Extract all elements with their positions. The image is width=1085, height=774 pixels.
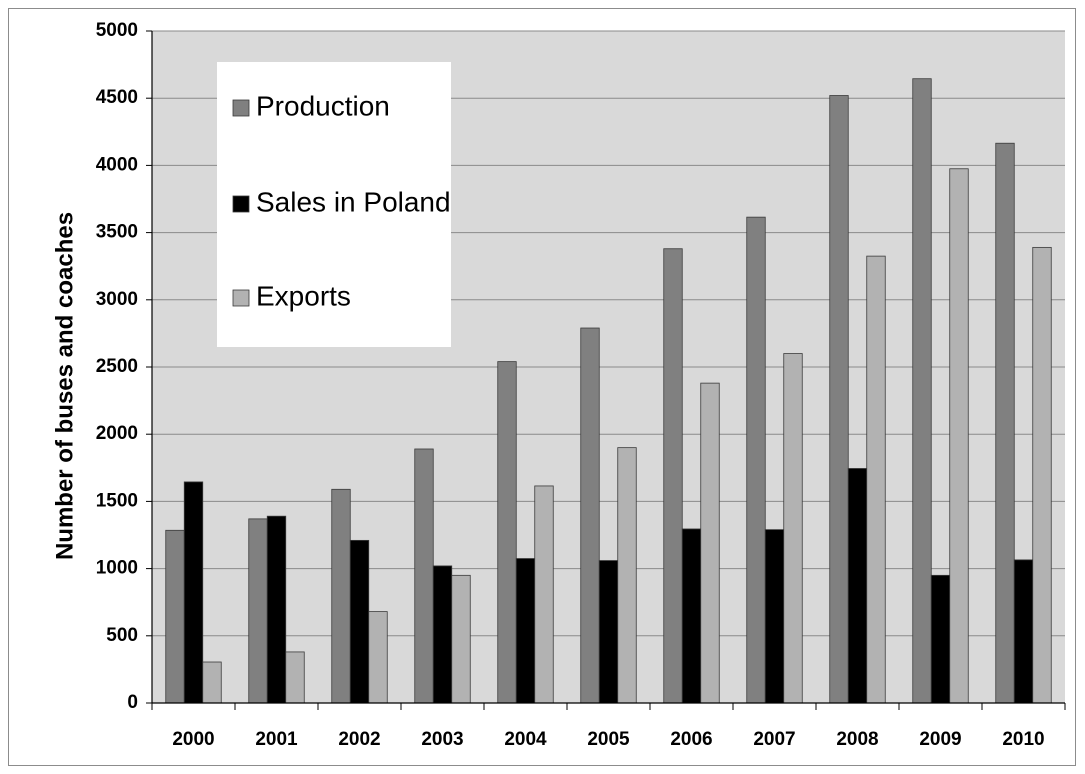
bar-production-2009 xyxy=(912,78,932,704)
bar-production-2006 xyxy=(663,248,683,704)
y-tick-label: 3500 xyxy=(96,222,138,243)
y-tick-label: 5000 xyxy=(96,20,138,41)
bar-production-2007 xyxy=(746,216,766,704)
y-tick-label: 0 xyxy=(127,692,138,713)
y-tick-label: 4000 xyxy=(96,154,138,175)
bar-sales-in-poland-2002 xyxy=(349,539,370,704)
legend-box xyxy=(217,62,451,347)
x-tick-label: 2006 xyxy=(670,729,712,750)
x-tick-label: 2010 xyxy=(1002,729,1044,750)
bar-exports-2006 xyxy=(700,382,720,704)
bar-production-2000 xyxy=(165,529,185,704)
legend-swatch-exports xyxy=(232,289,250,307)
x-tick-label: 2009 xyxy=(919,729,961,750)
y-tick-label: 3000 xyxy=(96,289,138,310)
bar-exports-2010 xyxy=(1032,246,1052,704)
bar-sales-in-poland-2004 xyxy=(515,558,536,704)
bar-sales-in-poland-2006 xyxy=(681,528,702,704)
bar-exports-2007 xyxy=(783,353,803,704)
bar-exports-2000 xyxy=(202,661,222,704)
bar-sales-in-poland-2009 xyxy=(930,574,951,704)
bar-production-2001 xyxy=(248,518,268,704)
x-tick-label: 2003 xyxy=(421,729,463,750)
bar-sales-in-poland-2000 xyxy=(183,481,204,704)
bar-production-2004 xyxy=(497,361,517,704)
bar-sales-in-poland-2003 xyxy=(432,565,453,704)
y-tick-label: 1000 xyxy=(96,558,138,579)
x-tick-label: 2007 xyxy=(753,729,795,750)
y-tick-label: 2500 xyxy=(96,356,138,377)
bar-exports-2003 xyxy=(451,574,471,704)
bar-sales-in-poland-2010 xyxy=(1013,559,1034,704)
y-tick-label: 2000 xyxy=(96,423,138,444)
x-tick-label: 2005 xyxy=(587,729,630,750)
chart-frame xyxy=(8,8,1076,766)
legend-label-exports: Exports xyxy=(256,280,351,311)
x-tick-label: 2001 xyxy=(255,729,298,750)
legend-label-sales-in-poland: Sales in Poland xyxy=(256,186,451,217)
y-tick-label: 1500 xyxy=(96,490,138,511)
bar-exports-2002 xyxy=(368,611,388,704)
y-axis-title: Number of buses and coaches xyxy=(51,212,78,560)
bar-sales-in-poland-2005 xyxy=(598,560,619,704)
bar-exports-2008 xyxy=(866,255,886,704)
x-tick-label: 2002 xyxy=(338,729,380,750)
bar-sales-in-poland-2001 xyxy=(266,515,287,704)
bar-production-2003 xyxy=(414,448,434,704)
legend: Production Sales in Poland Exports xyxy=(217,62,451,347)
x-tick-label: 2000 xyxy=(172,729,214,750)
bar-sales-in-poland-2008 xyxy=(847,468,868,704)
x-tick-labels: 2000 2001 2002 2003 2004 2005 2006 2007 2008 2009… xyxy=(151,703,1066,750)
x-tick-label: 2008 xyxy=(836,729,878,750)
bars xyxy=(165,78,1052,704)
legend-swatch-sales-in-poland xyxy=(232,195,250,213)
legend-swatch-production xyxy=(232,99,250,117)
bar-exports-2005 xyxy=(617,447,637,704)
bar-exports-2001 xyxy=(285,651,305,704)
y-tick-labels: 0 500 1000 1500 2000 2500 3000 3500 4000 4500 5000 xyxy=(96,20,152,713)
bar-production-2002 xyxy=(331,488,351,704)
bar-production-2005 xyxy=(580,327,600,704)
y-tick-label: 500 xyxy=(106,625,138,646)
legend-label-production: Production xyxy=(256,90,390,121)
bar-production-2008 xyxy=(829,95,849,704)
y-tick-label: 4500 xyxy=(96,87,138,108)
x-tick-label: 2004 xyxy=(504,729,547,750)
bar-sales-in-poland-2007 xyxy=(764,529,785,704)
bar-production-2010 xyxy=(995,142,1015,704)
bar-exports-2009 xyxy=(949,168,969,704)
bar-exports-2004 xyxy=(534,485,554,704)
